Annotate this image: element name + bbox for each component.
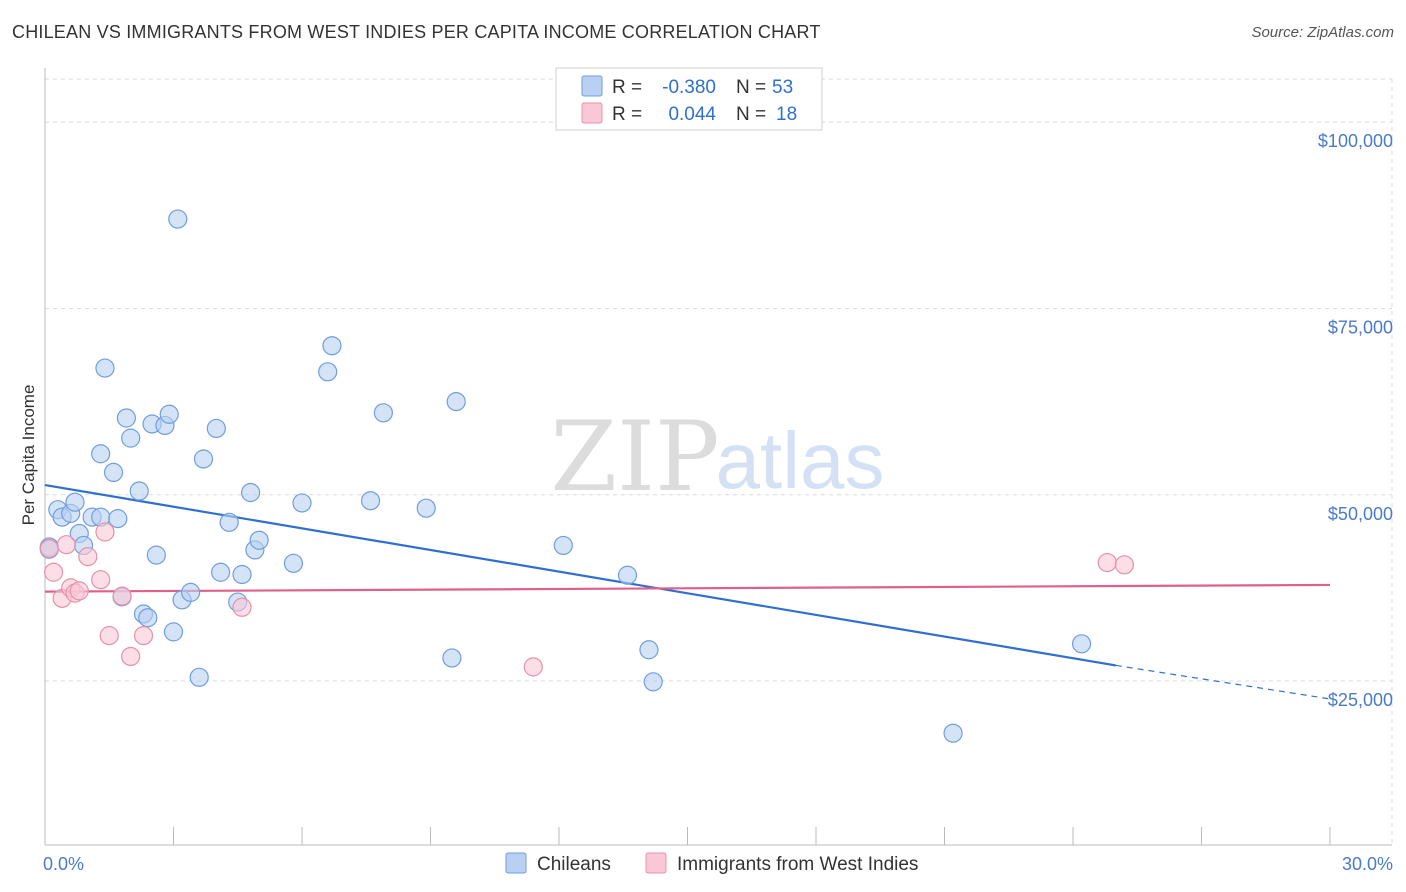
chileans-point-10	[95, 358, 115, 378]
chileans-point-34	[241, 482, 261, 503]
west-indies-point-12	[121, 646, 141, 667]
chileans-point-41	[360, 491, 381, 511]
chileans-point-27	[189, 667, 209, 687]
source-label: Source: ZipAtlas.com	[1251, 24, 1394, 41]
chileans-point-22	[159, 404, 179, 424]
chileans-point-28	[193, 449, 214, 469]
legend-r-value-2: 0.044	[668, 104, 716, 125]
chileans-point-38	[292, 493, 312, 513]
chileans-point-14	[116, 408, 136, 428]
chileans-point-49	[643, 672, 663, 692]
correlation-legend: R = -0.380 N = 53 R = 0.044 N = 18	[555, 67, 823, 131]
series-legend-swatch-chileans	[505, 852, 527, 874]
watermark: ZIP atlas	[550, 401, 884, 513]
chileans-point-30	[211, 562, 231, 582]
watermark-zip: ZIP	[550, 401, 719, 513]
legend-r-label-1: R =	[612, 77, 642, 98]
chileans-point-48	[639, 640, 659, 660]
chileans-point-43	[416, 498, 436, 518]
series-legend-swatch-west-indies	[645, 852, 667, 874]
chileans-point-45	[442, 648, 462, 668]
west-indies-point-14	[232, 597, 252, 617]
west-indies-point-3	[56, 535, 77, 555]
chileans-point-9	[91, 444, 111, 464]
legend-swatch-west-indies	[581, 102, 603, 124]
y-tick-label-1: $50,000	[1328, 504, 1393, 524]
chileans-point-37	[283, 553, 304, 573]
series-legend: Chileans Immigrants from West Indies	[505, 852, 918, 875]
y-axis-label: Per Capita Income	[19, 385, 38, 526]
legend-n-label-1: N =	[736, 77, 766, 98]
west-indies-point-11	[112, 586, 132, 606]
legend-n-label-2: N =	[736, 104, 766, 125]
trend-lines	[44, 483, 1331, 700]
legend-n-value-2: 18	[776, 104, 797, 125]
chileans-point-47	[617, 565, 638, 585]
west-indies-trend-line	[44, 583, 1331, 593]
west-indies-point-17	[1114, 555, 1135, 575]
chileans-point-26	[181, 582, 201, 602]
chart-title: CHILEAN VS IMMIGRANTS FROM WEST INDIES P…	[12, 22, 821, 42]
chileans-trend-line-extension	[1115, 664, 1331, 700]
chileans-point-50	[943, 723, 963, 743]
chileans-point-36	[249, 530, 269, 550]
y-tick-label-2: $75,000	[1328, 317, 1393, 337]
chileans-point-51	[1071, 634, 1092, 654]
west-indies-point-6	[69, 581, 89, 601]
chileans-point-15	[121, 428, 141, 448]
legend-n-value-1: 53	[772, 77, 793, 98]
legend-r-value-1: -0.380	[662, 77, 716, 98]
y-tick-label-3: $100,000	[1318, 131, 1393, 151]
west-indies-point-7	[78, 547, 98, 567]
x-tick-label-0: 0.0%	[43, 854, 84, 874]
chileans-point-24	[168, 209, 188, 229]
chileans-point-42	[373, 403, 393, 423]
west-indies-point-13	[133, 626, 154, 646]
chileans-point-18	[138, 608, 158, 628]
chileans-point-11	[103, 462, 124, 483]
chileans-point-31	[219, 512, 239, 532]
west-indies-point-10	[99, 626, 119, 646]
legend-r-label-2: R =	[612, 104, 642, 125]
chileans-point-4	[65, 492, 85, 512]
chileans-point-16	[129, 481, 149, 501]
chileans-point-33	[232, 564, 252, 585]
axes	[44, 68, 1392, 846]
chileans-point-46	[553, 535, 573, 556]
legend-swatch-chileans	[581, 75, 603, 97]
chileans-point-20	[146, 545, 166, 565]
west-indies-point-1	[43, 562, 64, 582]
west-indies-point-9	[95, 522, 115, 542]
west-indies-point-8	[91, 570, 111, 590]
series-legend-label-chileans: Chileans	[537, 854, 611, 875]
watermark-atlas: atlas	[716, 416, 885, 505]
x-tick-labels: 0.0% 30.0%	[43, 854, 1393, 874]
chileans-point-12	[108, 509, 128, 529]
x-tick-label-1: 30.0%	[1342, 854, 1393, 874]
series-legend-label-west-indies: Immigrants from West Indies	[677, 854, 918, 875]
chileans-point-44	[446, 392, 466, 412]
y-tick-label-0: $25,000	[1328, 690, 1393, 710]
chileans-point-23	[163, 622, 184, 642]
data-points	[39, 209, 1135, 743]
west-indies-point-15	[523, 657, 543, 677]
chileans-point-39	[318, 362, 338, 382]
y-tick-labels: $25,000 $50,000 $75,000 $100,000	[1318, 131, 1393, 710]
west-indies-point-16	[1097, 552, 1117, 573]
west-indies-point-0	[39, 538, 59, 559]
chileans-point-40	[322, 336, 342, 356]
chileans-point-29	[206, 418, 226, 439]
